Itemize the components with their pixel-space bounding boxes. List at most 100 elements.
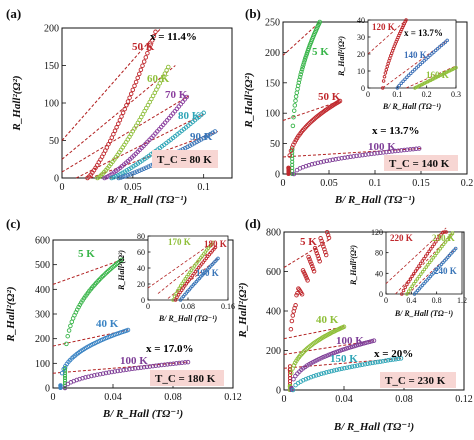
- panel-c-ytick-label: 200: [35, 334, 50, 345]
- panel-c-inset-point: [174, 291, 178, 296]
- panel-d-point: [342, 346, 347, 352]
- panel-a-point: [143, 55, 149, 60]
- panel-b-point: [287, 153, 292, 158]
- panel-b-point: [384, 149, 389, 155]
- panel-d-inset-point: [435, 237, 440, 242]
- panel-d-inset-point: [405, 282, 409, 287]
- panel-b-inset-point: [383, 71, 388, 75]
- panel-c-inset-point: [182, 279, 186, 283]
- panel-d-point: [323, 252, 329, 258]
- panel-d-inset-point: [422, 267, 427, 272]
- panel-b-inset-point: [428, 53, 432, 58]
- panel-a-point: [134, 169, 140, 174]
- panel-b-inset-x-note: x = 13.7%: [404, 28, 443, 38]
- panel-b-inset-fit-line: [367, 19, 407, 55]
- panel-a-point: [137, 71, 142, 77]
- panel-b-xlabel: B/ R_Hall (TΩ⁻¹): [334, 194, 415, 206]
- panel-a-point: [109, 135, 115, 140]
- panel-d-inset-point: [429, 258, 434, 262]
- panel-b-point: [339, 155, 344, 161]
- panel-b-point: [298, 72, 303, 77]
- panel-b-point: [297, 74, 303, 80]
- panel-d-point: [370, 360, 375, 366]
- panel-d-point: [321, 370, 327, 376]
- panel-c-point: [138, 365, 144, 370]
- panel-b-ylabel: R_Hall²(Ω²): [243, 72, 255, 128]
- panel-d-inset-point: [413, 279, 418, 284]
- panel-b-inset-point: [439, 43, 444, 48]
- panel-d-point: [317, 259, 322, 264]
- panel-b-inset-point: [420, 60, 425, 65]
- panel-a-point: [194, 139, 199, 145]
- panel-b-point: [413, 146, 419, 152]
- panel-c-point: [153, 363, 159, 368]
- panel-d-point: [334, 367, 339, 373]
- panel-d-point: [365, 361, 370, 366]
- panel-d-point: [308, 259, 313, 264]
- panel-b: (b) R_Hall²(Ω²) B/ R_Hall (TΩ⁻¹) 0501001…: [243, 6, 473, 206]
- panel-b-inset-ytick-label: 40: [357, 16, 365, 25]
- panel-c-tc-box: [150, 370, 224, 386]
- panel-d-point: [319, 371, 324, 377]
- panel-b-xtick-label: 0.05: [320, 178, 338, 189]
- panel-b-inset-point: [395, 86, 400, 90]
- panel-d-point: [349, 364, 355, 369]
- panel-c-point: [92, 373, 97, 378]
- panel-b-inset-fit-line: [405, 65, 457, 89]
- panel-b-point: [315, 160, 321, 166]
- panel-b-point: [404, 147, 410, 152]
- panel-d-point: [338, 348, 343, 353]
- panel-b-point: [290, 147, 295, 152]
- panel-a-xlabel: B/ R_Hall (TΩ⁻¹): [106, 194, 187, 206]
- panel-b-point: [375, 150, 380, 156]
- panel-b-inset-point: [454, 65, 458, 70]
- panel-d-ytick-label: 800: [266, 228, 281, 239]
- panel-b-point: [321, 159, 327, 164]
- panel-b-point: [293, 98, 298, 103]
- panel-d-inset-point: [420, 269, 425, 274]
- panel-b-point: [399, 148, 404, 153]
- panel-d-inset-fit-line: [395, 232, 453, 295]
- panel-c-ytick-label: 300: [35, 310, 50, 321]
- panel-b-tc-note: T_C = 140 K: [389, 158, 450, 170]
- panel-d-inset-point: [423, 254, 428, 258]
- panel-b-point: [308, 119, 313, 125]
- panel-d-inset-point: [430, 244, 435, 249]
- panel-d-point: [313, 248, 319, 253]
- panel-b-point: [369, 151, 374, 157]
- panel-c-point: [74, 377, 79, 383]
- panel-c-inset-ytick-label: 40: [137, 264, 145, 273]
- panel-b-point: [297, 77, 302, 83]
- panel-d-point: [301, 377, 306, 383]
- panel-d-ytick-label: 200: [266, 346, 281, 357]
- panel-a-point: [115, 173, 121, 178]
- panel-b-point: [416, 146, 422, 151]
- panel-d-inset-point: [412, 281, 416, 286]
- panel-d-point: [371, 338, 377, 343]
- panel-a-label-70k: 70 K: [165, 89, 188, 101]
- panel-b-inset-xtick-label: 0: [366, 90, 370, 99]
- panel-a-ytick-label: 200: [44, 24, 59, 35]
- panel-a-point: [111, 131, 116, 137]
- panel-c-inset-label-180k: 180 K: [204, 239, 227, 249]
- panel-d-point: [385, 358, 391, 363]
- panel-d-point: [316, 372, 321, 377]
- panel-d-point: [355, 363, 360, 368]
- panel-b-point: [396, 148, 401, 153]
- panel-a-point: [145, 50, 150, 56]
- panel-c-point: [94, 372, 100, 377]
- panel-c-inset-point: [178, 284, 183, 288]
- panel-b-point: [393, 148, 398, 154]
- panel-b-inset-point: [412, 67, 417, 72]
- panel-c-inset-point: [177, 286, 181, 291]
- panel-d-inset-point: [415, 277, 420, 281]
- panel-c: (c) R_Hall²(Ω²) B/ R_Hall (TΩ⁻¹) 0100200…: [5, 216, 242, 420]
- panel-c-point: [176, 360, 182, 366]
- panel-c-point: [80, 375, 85, 381]
- panel-d-point: [362, 361, 368, 367]
- panel-d-inset-point: [448, 233, 453, 238]
- panel-d-inset-ylabel: R_Hall²(Ω²): [349, 245, 358, 286]
- panel-b-inset-point: [385, 64, 389, 69]
- panel-a-label-80k: 80 K: [178, 110, 201, 122]
- panel-b-xtick-label: 0: [281, 178, 286, 189]
